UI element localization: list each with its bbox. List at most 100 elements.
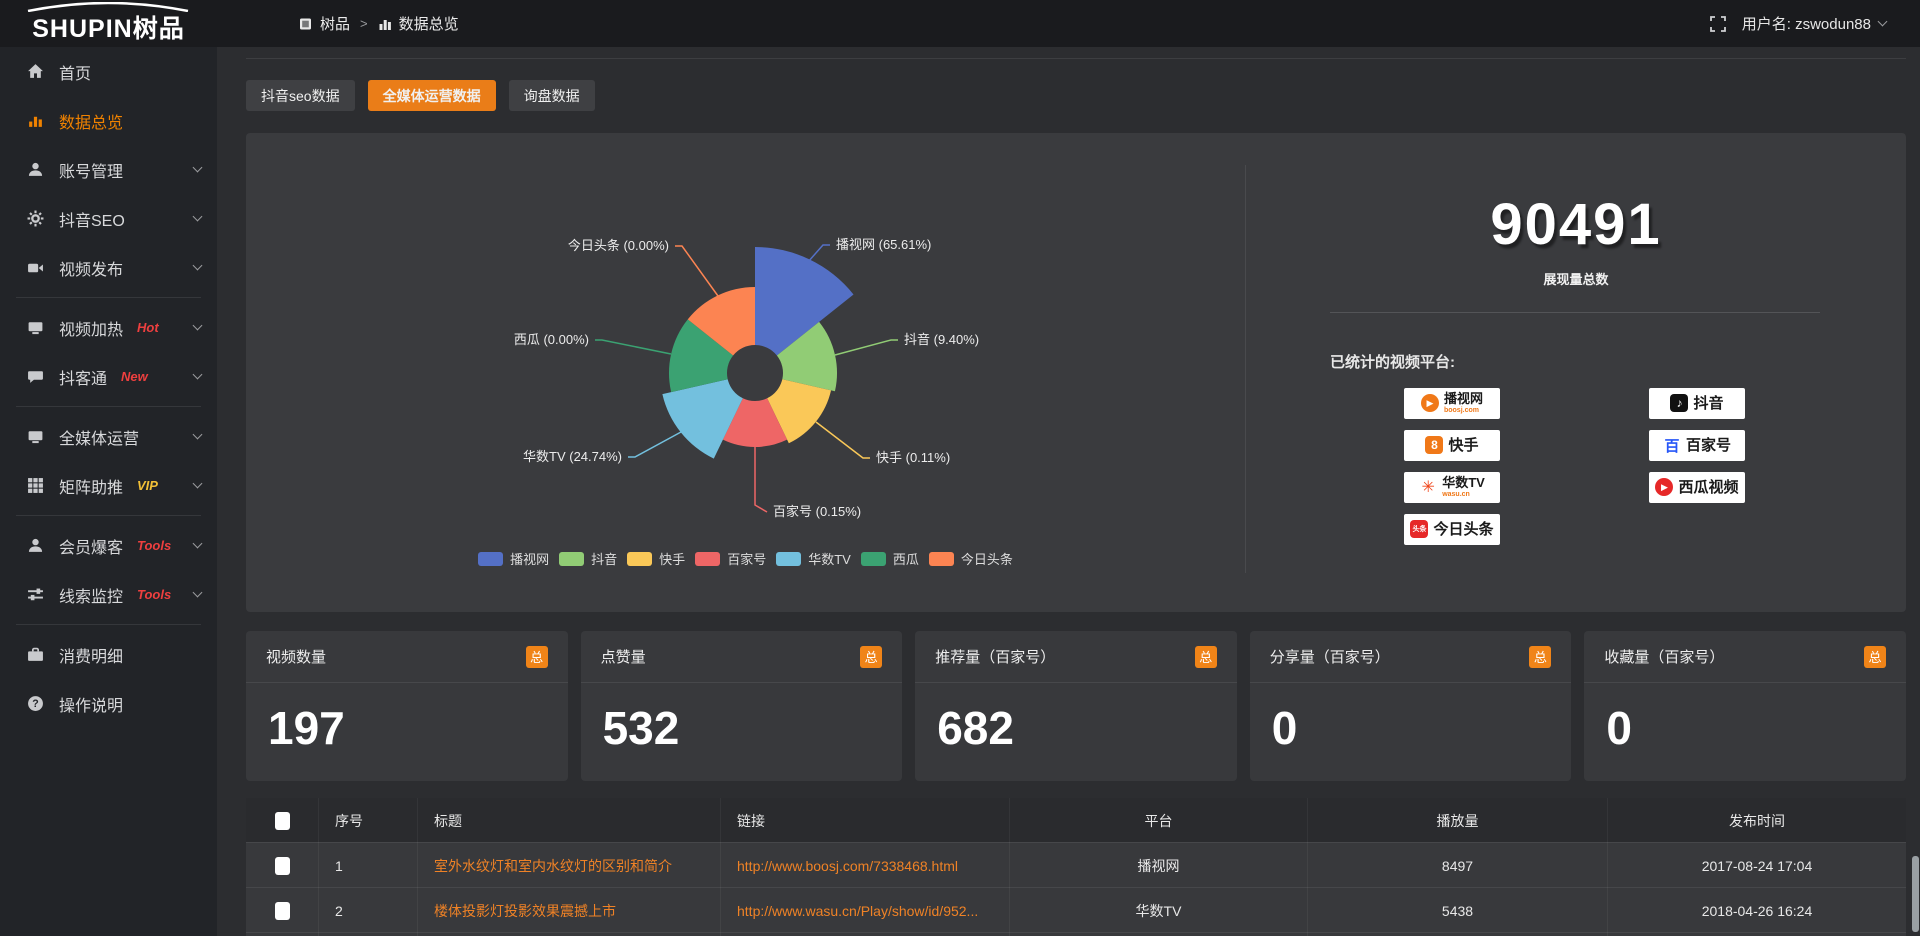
cell-title[interactable]: 楼体投影灯投影效果震撼上市 <box>418 888 721 933</box>
total-badge[interactable]: 总 <box>1863 645 1886 668</box>
cell-plays: 5438 <box>1308 888 1608 933</box>
legend-item-抖音[interactable]: 抖音 <box>559 549 617 568</box>
sidebar-item-抖客通[interactable]: 抖客通 New <box>0 352 217 401</box>
sliders-icon <box>28 588 43 601</box>
sidebar-item-线索监控[interactable]: 线索监控 Tools <box>0 570 217 619</box>
platform-sub: boosj.com <box>1443 407 1479 415</box>
legend-item-百家号[interactable]: 百家号 <box>695 549 766 568</box>
platform-name: 快手 <box>1448 436 1479 454</box>
stat-card-点赞量: 点赞量 总 532 <box>580 631 903 781</box>
legend-label: 快手 <box>659 552 686 567</box>
username-label: 用户名: zswodun88 <box>1741 16 1871 33</box>
sidebar-menu: 首页数据总览 账号管理抖音SEO 视频发布视频加热 Hot 抖客通 New 全媒体运营矩阵助… <box>0 47 217 728</box>
sidebar-item-视频加热[interactable]: 视频加热 Hot <box>0 303 217 352</box>
table-row: 2 楼体投影灯投影效果震撼上市 http://www.wasu.cn/Play/sh… <box>246 888 1906 933</box>
sidebar: 首页数据总览 账号管理抖音SEO 视频发布视频加热 Hot 抖客通 New 全媒体运营矩阵助… <box>0 47 217 936</box>
tab-全媒体运营数据[interactable]: 全媒体运营数据 <box>367 80 496 111</box>
sidebar-item-label: 抖音SEO <box>59 212 125 230</box>
sidebar-item-消费明细[interactable]: 消费明细 <box>0 630 217 679</box>
platform-badge-华数TV[interactable]: ✳ 华数TV wasu.cn <box>1404 471 1500 503</box>
legend-item-播视网[interactable]: 播视网 <box>478 549 549 568</box>
sidebar-item-tag: Tools <box>137 538 172 553</box>
sidebar-item-数据总览[interactable]: 数据总览 <box>0 96 217 145</box>
legend-label: 百家号 <box>727 552 767 567</box>
total-badge[interactable]: 总 <box>860 645 883 668</box>
sidebar-item-会员爆客[interactable]: 会员爆客 Tools <box>0 521 217 570</box>
pie-slice-播视网[interactable] <box>755 247 854 356</box>
legend-item-快手[interactable]: 快手 <box>627 549 685 568</box>
sidebar-item-抖音SEO[interactable]: 抖音SEO <box>0 194 217 243</box>
pie-label: 今日头条 (0.00%) <box>568 238 669 253</box>
legend-item-西瓜[interactable]: 西瓜 <box>860 549 919 568</box>
scrollbar-thumb[interactable] <box>1912 856 1919 932</box>
chevron-down-icon <box>192 369 203 380</box>
legend-item-今日头条[interactable]: 今日头条 <box>928 549 1013 568</box>
chart-legend: 播视网 抖音 快手 百家号 华数TV 西瓜 今日头条 <box>246 549 1245 568</box>
platform-badge-百家号[interactable]: 百百家号 <box>1649 429 1745 461</box>
cell-time: 2017-08-24 17:04 <box>1701 857 1813 874</box>
legend-label: 今日头条 <box>960 552 1013 567</box>
total-badge[interactable]: 总 <box>525 645 548 668</box>
legend-item-华数TV[interactable]: 华数TV <box>776 549 851 568</box>
breadcrumb-item[interactable]: 树品 <box>320 16 351 33</box>
pie-label-line <box>628 431 682 458</box>
platform-name: 抖音 <box>1693 394 1724 412</box>
pie-label-line <box>815 421 870 459</box>
sidebar-item-label: 消费明细 <box>59 648 124 666</box>
pie-slice-西瓜[interactable] <box>669 319 734 393</box>
breadcrumb-chart-icon <box>378 17 392 31</box>
stat-card-视频数量: 视频数量 总 197 <box>246 631 568 781</box>
pie-slice-百家号[interactable] <box>722 398 788 447</box>
pie-label: 快手 (0.11%) <box>876 450 950 465</box>
sidebar-item-视频发布[interactable]: 视频发布 <box>0 243 217 292</box>
tab-抖音seo数据[interactable]: 抖音seo数据 <box>246 80 355 111</box>
platform-badges: ▶ 播视网 boosj.com ♪ 抖音 8 快手 百百家号 ✳ 华数TV wasu.cn ▶ 西瓜视频… <box>1404 387 1906 545</box>
baijiahao-logo-icon: 百 <box>1662 436 1681 455</box>
app-logo[interactable]: SHUPIN树品 <box>0 0 217 47</box>
select-all-checkbox[interactable] <box>274 811 290 830</box>
row-checkbox[interactable] <box>274 901 290 920</box>
gear-icon <box>27 210 44 227</box>
sidebar-item-label: 会员爆客 <box>59 539 124 557</box>
stat-card-value: 0 <box>1271 702 1298 754</box>
pie-slice-华数TV[interactable] <box>662 379 743 459</box>
pie-label: 百家号 (0.15%) <box>773 504 861 519</box>
cell-platform: 播视网 <box>1010 843 1308 888</box>
stat-card-value: 197 <box>268 702 345 754</box>
sidebar-item-矩阵助推[interactable]: 矩阵助推 VIP <box>0 461 217 510</box>
cell-title[interactable]: 室外水纹灯和室内水纹灯的区别和简介 <box>418 843 721 888</box>
sidebar-item-全媒体运营[interactable]: 全媒体运营 <box>0 412 217 461</box>
platform-badge-抖音[interactable]: ♪ 抖音 <box>1649 387 1745 419</box>
platform-badge-播视网[interactable]: ▶ 播视网 boosj.com <box>1404 387 1500 419</box>
stat-card-分享量（百家号）: 分享量（百家号） 总 0 <box>1249 631 1572 781</box>
sidebar-item-label: 首页 <box>59 65 92 83</box>
row-checkbox[interactable] <box>274 856 290 875</box>
topbar: SHUPIN树品 树品 > 数据总览 用户名: zswodun88 <box>0 0 1920 47</box>
monitor-icon <box>28 431 43 444</box>
sidebar-item-label: 全媒体运营 <box>59 430 140 448</box>
platform-badge-快手[interactable]: 8 快手 <box>1404 429 1500 461</box>
cell-link[interactable]: http://www.boosj.com/7338468.html <box>721 843 1010 888</box>
pie-slice-今日头条[interactable] <box>687 287 755 356</box>
pie-slice-抖音[interactable] <box>776 321 837 392</box>
pie-slice-快手[interactable] <box>767 379 832 444</box>
wasu-logo-icon: ✳ <box>1419 478 1438 497</box>
sidebar-item-操作说明[interactable]: ? 操作说明 <box>0 679 217 728</box>
fullscreen-icon[interactable] <box>1709 15 1726 32</box>
platform-name: 播视网 <box>1443 391 1483 407</box>
legend-swatch <box>776 551 802 566</box>
total-badge[interactable]: 总 <box>1529 645 1552 668</box>
sidebar-item-账号管理[interactable]: 账号管理 <box>0 145 217 194</box>
sidebar-item-tag: New <box>121 369 148 384</box>
cell-link[interactable]: http://www.wasu.cn/Play/show/id/952... <box>721 888 1010 933</box>
user-menu[interactable]: 用户名: zswodun88 <box>1741 13 1888 34</box>
platform-badge-西瓜视频[interactable]: ▶ 西瓜视频 <box>1649 471 1745 503</box>
platform-badge-今日头条[interactable]: 头条 今日头条 <box>1404 513 1500 545</box>
pie-label-line <box>754 447 768 513</box>
platform-pie-chart: 播视网 (65.61%) 抖音 (9.40%) 快手 (0.11%) 百家号 (0.1… <box>246 133 1245 612</box>
total-badge[interactable]: 总 <box>1194 645 1217 668</box>
sidebar-item-首页[interactable]: 首页 <box>0 47 217 96</box>
breadcrumb-item[interactable]: 数据总览 <box>398 16 459 33</box>
tab-询盘数据[interactable]: 询盘数据 <box>508 80 595 111</box>
sidebar-item-label: 矩阵助推 <box>59 479 124 497</box>
